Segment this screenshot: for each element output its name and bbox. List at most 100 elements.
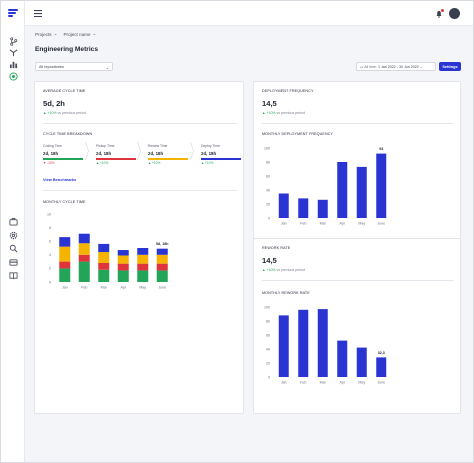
deployment-frequency-label: DEPLOYMENT FREQUENCY — [262, 89, 314, 93]
bar — [278, 193, 289, 218]
bar-segment — [78, 261, 90, 282]
bar-segment — [98, 243, 110, 253]
bar-segment — [98, 269, 110, 282]
monthly-deployment-frequency-label: MONTHLY DEPLOYMENT FREQUENCY — [262, 132, 334, 136]
chart-icon[interactable] — [9, 60, 18, 69]
book-icon[interactable] — [9, 271, 18, 280]
cycle-time-label: AVERAGE CYCLE TIME — [43, 89, 86, 93]
stage-pickup[interactable]: Pickup Time 2d, 18h ▲ +10% — [96, 144, 136, 165]
stage-color-bar — [43, 158, 83, 160]
stage-review[interactable]: Review Time 2d, 18h ▲ +10% — [148, 144, 188, 165]
y-tick-label: 80 — [266, 319, 270, 323]
y-tick-label: 40 — [266, 347, 270, 351]
data-label: 5d, 18h — [156, 242, 168, 246]
bar-segment — [117, 270, 129, 282]
divider — [262, 123, 454, 124]
menu-icon[interactable] — [34, 10, 42, 17]
bar — [356, 166, 367, 218]
stage-name: Review Time — [148, 144, 168, 148]
breadcrumb-projects[interactable]: Projects ⌄ — [35, 31, 58, 37]
stage-value: 2d, 18h — [201, 151, 217, 156]
x-tick-label: May — [139, 286, 146, 290]
bar-segment — [78, 254, 90, 262]
y-tick-label: 0 — [268, 216, 270, 220]
date-range-select[interactable]: ▭ All time: 1 Jan 2022 - 30 Jun 2022 ⌄ — [356, 62, 436, 71]
rework-rate-value: 14,5 — [262, 256, 277, 265]
bar-segment — [137, 270, 149, 282]
x-tick-label: May — [358, 222, 365, 226]
page-title: Engineering Metrics — [35, 46, 99, 53]
date-range-label: All time: — [364, 65, 377, 69]
logo-icon[interactable] — [7, 7, 19, 19]
git-branch-icon[interactable] — [9, 37, 18, 46]
y-tick-label: 8 — [49, 226, 51, 230]
bar — [278, 315, 289, 377]
bar-segment — [156, 263, 168, 271]
stage-delta: ▼ -10% — [43, 160, 55, 165]
x-tick-label: Feb — [81, 286, 87, 290]
bell-icon[interactable] — [435, 10, 443, 18]
data-label: 32,3 — [378, 351, 385, 355]
repository-select-value: All repositories — [39, 65, 64, 69]
rework-rate-delta: ▲ +10% vs previous period — [262, 268, 305, 272]
bar-segment — [78, 233, 90, 244]
bar-segment — [59, 246, 71, 262]
y-tick-label: 10 — [47, 212, 51, 216]
stage-coding[interactable]: Coding Time 2d, 18h ▼ -10% — [43, 144, 83, 165]
bar-segment — [78, 243, 90, 255]
bar — [298, 309, 309, 377]
bar-segment — [59, 261, 71, 269]
cycle-time-breakdown-label: CYCLE TIME BREAKDOWN — [43, 132, 93, 136]
chevron-right-icon — [190, 142, 194, 160]
bar-segment — [137, 263, 149, 271]
bar-segment — [117, 263, 129, 271]
y-tick-label: 0 — [49, 280, 51, 284]
bar-segment — [137, 248, 149, 255]
repository-select[interactable]: All repositories ⌄ — [35, 62, 113, 71]
chevron-down-icon: ⌄ — [53, 31, 58, 36]
bar-segment — [98, 262, 110, 270]
x-tick-label: Feb — [300, 381, 306, 385]
bar-segment — [117, 250, 129, 256]
bar-segment — [156, 248, 168, 255]
card-icon[interactable] — [9, 258, 18, 267]
notification-badge — [441, 9, 444, 12]
bar-segment — [59, 268, 71, 282]
date-range-value: 1 Jan 2022 - 30 Jun 2022 — [378, 65, 419, 69]
gear-icon[interactable] — [9, 231, 18, 240]
search-icon[interactable] — [9, 244, 18, 253]
bar — [317, 309, 328, 377]
stage-color-bar — [201, 158, 241, 160]
settings-button[interactable]: Settings — [439, 62, 461, 71]
view-benchmarks-link[interactable]: View Benchmarks — [43, 177, 77, 182]
stage-name: Coding Time — [43, 144, 63, 148]
y-tick-label: 20 — [266, 202, 270, 206]
sidebar — [1, 1, 25, 462]
briefcase-icon[interactable] — [9, 217, 18, 226]
chevron-down-icon: ⌄ — [419, 65, 423, 69]
arrow-up-icon: ▲ — [148, 160, 152, 165]
bar-segment — [98, 252, 110, 263]
merge-icon[interactable] — [9, 48, 18, 57]
monthly-rework-rate-label: MONTHLY REWORK RATE — [262, 291, 310, 295]
x-tick-label: Mar — [320, 381, 327, 385]
y-tick-label: 0 — [268, 375, 270, 379]
avatar[interactable] — [449, 8, 460, 19]
circle-dot-icon[interactable] — [9, 72, 18, 81]
bar — [356, 347, 367, 377]
divider — [43, 190, 237, 191]
stage-color-bar — [96, 158, 136, 160]
bar-segment — [59, 237, 71, 247]
bar — [337, 340, 348, 377]
cycle-time-card: AVERAGE CYCLE TIME 5d, 2h ▲ +10% vs prev… — [34, 81, 244, 414]
bar — [376, 357, 387, 377]
deployment-frequency-delta: ▲ +10% vs previous period — [262, 111, 305, 115]
monthly-rework-chart: 0 20 40 60 80 100 Jan Feb Mar Apr May June 32,3 — [264, 305, 387, 385]
breadcrumb-project-name[interactable]: Project name ⌄ — [63, 31, 97, 37]
stage-color-bar — [148, 158, 188, 160]
chevron-right-icon — [85, 142, 89, 160]
stage-deploy[interactable]: Deploy Time 2d, 18h ▲ +10% — [201, 144, 241, 165]
bar-segment — [117, 255, 129, 264]
stage-name: Deploy Time — [201, 144, 220, 148]
x-tick-label: Mar — [101, 286, 108, 290]
